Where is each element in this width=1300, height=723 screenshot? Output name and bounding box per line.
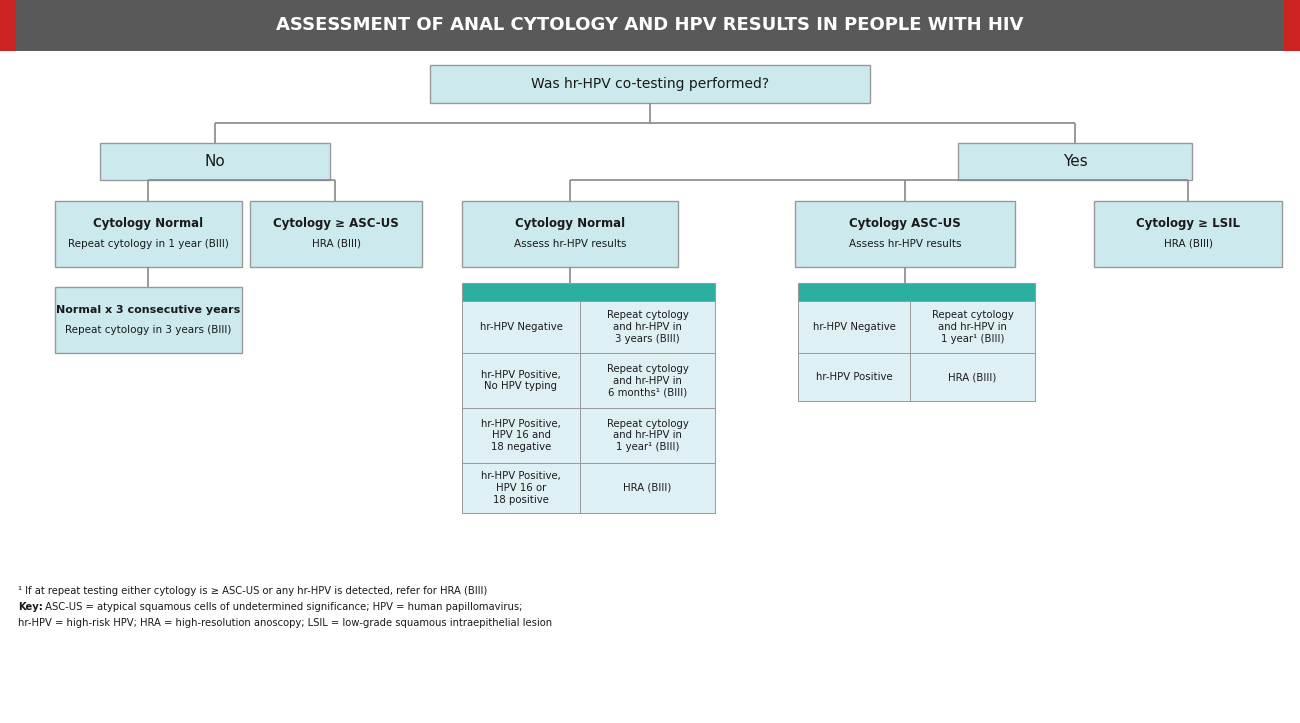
FancyBboxPatch shape (580, 301, 715, 353)
Text: Repeat cytology
and hr-HPV in
6 months¹ (BIII): Repeat cytology and hr-HPV in 6 months¹ … (607, 364, 689, 397)
FancyBboxPatch shape (1284, 0, 1300, 51)
Text: ASSESSMENT OF ANAL CYTOLOGY AND HPV RESULTS IN PEOPLE WITH HIV: ASSESSMENT OF ANAL CYTOLOGY AND HPV RESU… (277, 17, 1023, 35)
FancyBboxPatch shape (798, 301, 910, 353)
FancyBboxPatch shape (580, 408, 715, 463)
Text: Assess hr-HPV results: Assess hr-HPV results (514, 239, 627, 249)
Text: Key:: Key: (18, 602, 43, 612)
FancyBboxPatch shape (462, 408, 580, 463)
FancyBboxPatch shape (250, 201, 422, 267)
FancyBboxPatch shape (55, 201, 242, 267)
Text: ASC-US = atypical squamous cells of undetermined significance; HPV = human papil: ASC-US = atypical squamous cells of unde… (42, 602, 523, 612)
Text: HRA (BIII): HRA (BIII) (623, 483, 672, 493)
FancyBboxPatch shape (958, 143, 1192, 180)
Text: Repeat cytology
and hr-HPV in
1 year¹ (BIII): Repeat cytology and hr-HPV in 1 year¹ (B… (607, 419, 689, 452)
Text: hr-HPV = high-risk HPV; HRA = high-resolution anoscopy; LSIL = low-grade squamou: hr-HPV = high-risk HPV; HRA = high-resol… (18, 618, 552, 628)
Text: hr-HPV Negative: hr-HPV Negative (480, 322, 563, 332)
FancyBboxPatch shape (1095, 201, 1282, 267)
FancyBboxPatch shape (0, 0, 1300, 51)
FancyBboxPatch shape (910, 301, 1035, 353)
FancyBboxPatch shape (798, 283, 1035, 301)
FancyBboxPatch shape (580, 353, 715, 408)
FancyBboxPatch shape (798, 353, 910, 401)
FancyBboxPatch shape (55, 287, 242, 353)
Text: hr-HPV Positive,
No HPV typing: hr-HPV Positive, No HPV typing (481, 369, 560, 391)
FancyBboxPatch shape (462, 283, 715, 301)
Text: Cytology ≥ ASC-US: Cytology ≥ ASC-US (273, 218, 399, 231)
Text: Assess hr-HPV results: Assess hr-HPV results (849, 239, 961, 249)
Text: hr-HPV Positive,
HPV 16 or
18 positive: hr-HPV Positive, HPV 16 or 18 positive (481, 471, 560, 505)
Text: Cytology ≥ LSIL: Cytology ≥ LSIL (1136, 218, 1240, 231)
FancyBboxPatch shape (0, 0, 16, 51)
Text: hr-HPV Negative: hr-HPV Negative (812, 322, 896, 332)
Text: Cytology Normal: Cytology Normal (92, 218, 203, 231)
FancyBboxPatch shape (462, 201, 679, 267)
Text: Repeat cytology in 1 year (BIII): Repeat cytology in 1 year (BIII) (68, 239, 229, 249)
Text: Cytology Normal: Cytology Normal (515, 218, 625, 231)
FancyBboxPatch shape (462, 301, 580, 353)
Text: Normal x 3 consecutive years: Normal x 3 consecutive years (56, 305, 241, 315)
FancyBboxPatch shape (462, 353, 580, 408)
FancyBboxPatch shape (796, 201, 1015, 267)
Text: Repeat cytology
and hr-HPV in
3 years (BIII): Repeat cytology and hr-HPV in 3 years (B… (607, 310, 689, 343)
Text: HRA (BIII): HRA (BIII) (312, 239, 360, 249)
FancyBboxPatch shape (910, 353, 1035, 401)
Text: hr-HPV Positive: hr-HPV Positive (815, 372, 892, 382)
FancyBboxPatch shape (100, 143, 330, 180)
FancyBboxPatch shape (462, 463, 580, 513)
Text: ¹ If at repeat testing either cytology is ≥ ASC-US or any hr-HPV is detected, re: ¹ If at repeat testing either cytology i… (18, 586, 488, 596)
Text: Yes: Yes (1062, 154, 1087, 169)
Text: HRA (BIII): HRA (BIII) (1164, 239, 1213, 249)
FancyBboxPatch shape (580, 463, 715, 513)
FancyBboxPatch shape (430, 65, 870, 103)
Text: No: No (204, 154, 225, 169)
Text: HRA (BIII): HRA (BIII) (948, 372, 997, 382)
Text: Repeat cytology in 3 years (BIII): Repeat cytology in 3 years (BIII) (65, 325, 231, 335)
Text: Repeat cytology
and hr-HPV in
1 year¹ (BIII): Repeat cytology and hr-HPV in 1 year¹ (B… (932, 310, 1014, 343)
Text: Was hr-HPV co-testing performed?: Was hr-HPV co-testing performed? (530, 77, 770, 91)
Text: Cytology ASC-US: Cytology ASC-US (849, 218, 961, 231)
Text: hr-HPV Positive,
HPV 16 and
18 negative: hr-HPV Positive, HPV 16 and 18 negative (481, 419, 560, 452)
